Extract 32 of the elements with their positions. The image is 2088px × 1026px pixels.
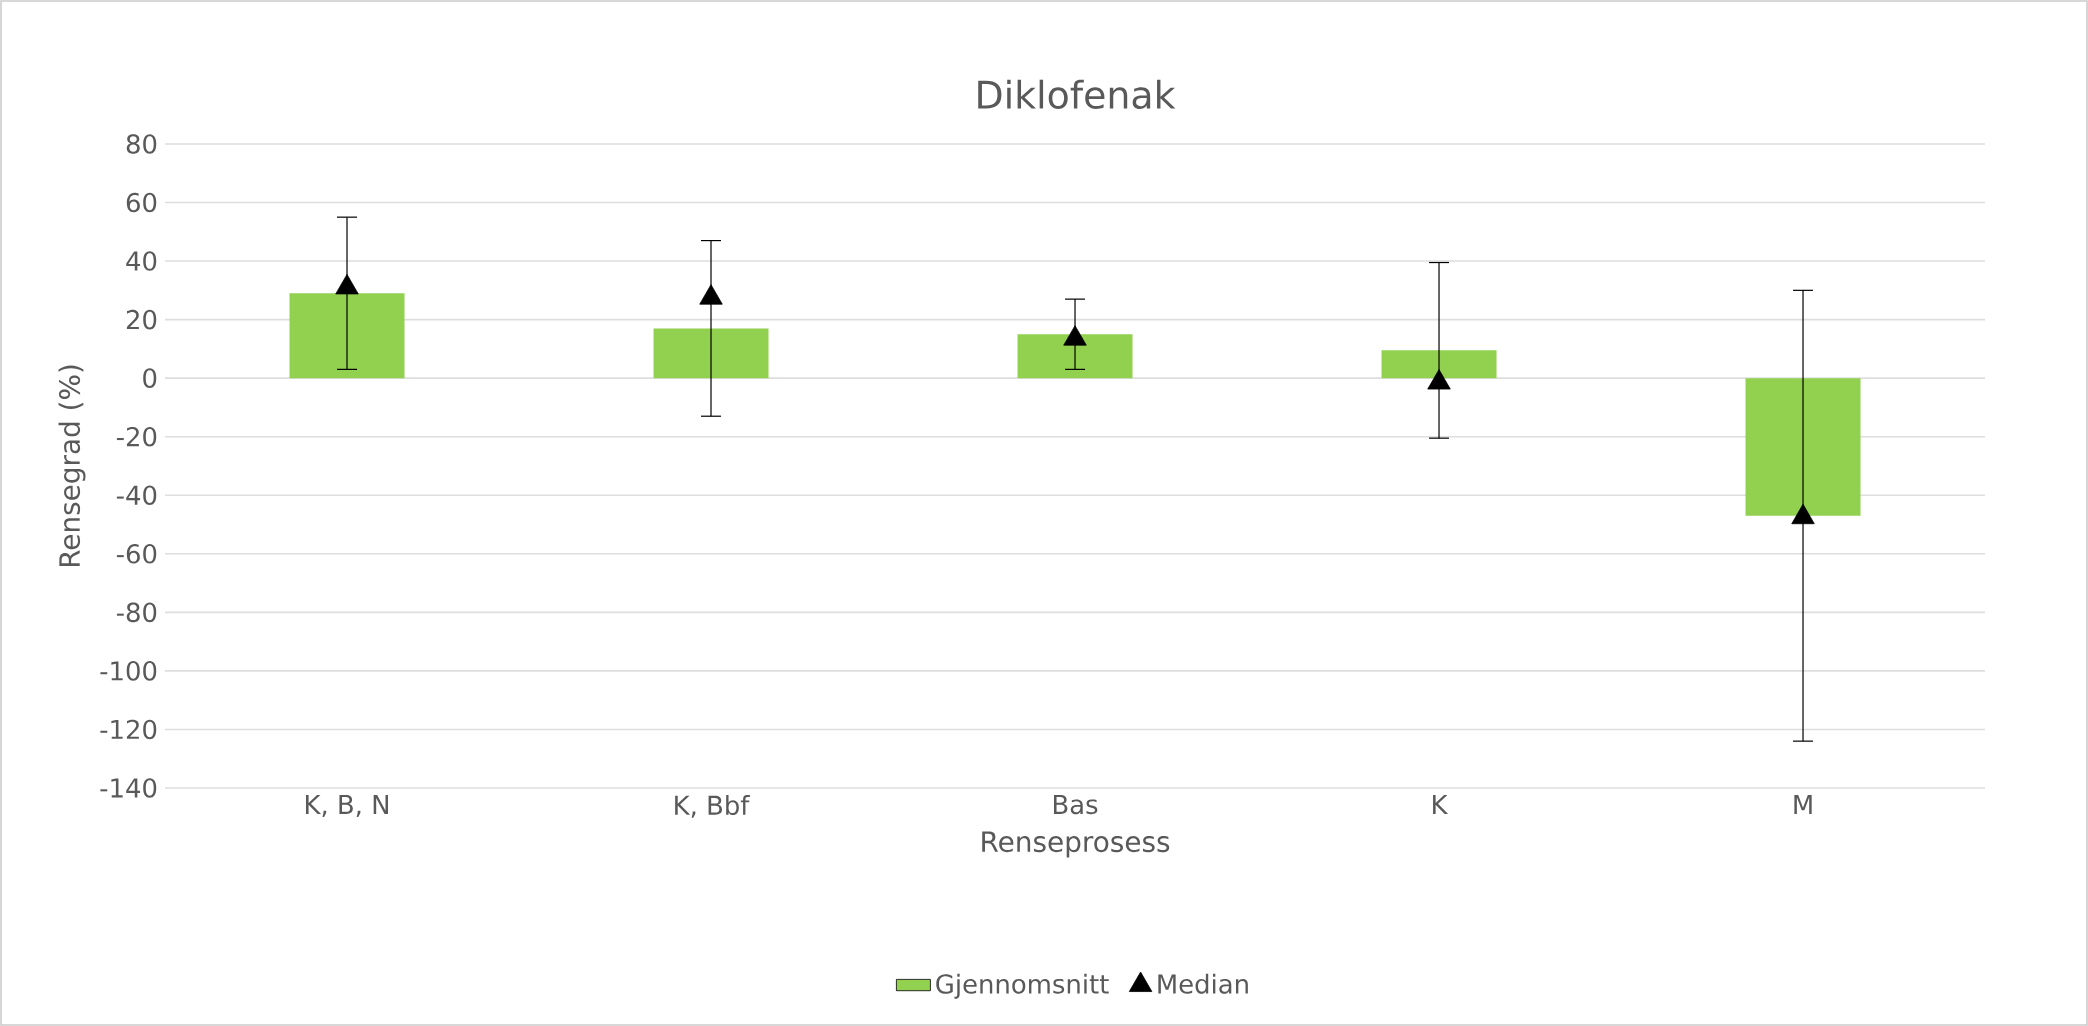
bar xyxy=(1745,378,1861,516)
y-tick-label: -120 xyxy=(100,719,157,740)
chart-title: Diklofenak xyxy=(978,79,1176,109)
legend-label: Median xyxy=(1158,973,1248,994)
point xyxy=(335,274,359,295)
y-tick-label: 0 xyxy=(143,368,157,388)
point xyxy=(1063,325,1087,346)
y-tick-label: 80 xyxy=(126,134,157,154)
y-tick-label: -40 xyxy=(116,485,157,506)
y-tick-label: 40 xyxy=(126,251,157,271)
y-tick-label: -20 xyxy=(116,426,157,447)
y-tick-label: 60 xyxy=(126,192,157,213)
x-axis-title: Renseprosess xyxy=(982,831,1170,858)
point xyxy=(1791,503,1815,525)
y-tick-label: 20 xyxy=(126,309,157,330)
y-tick-label: -140 xyxy=(100,778,157,798)
x-tick-label: K, Bbf xyxy=(675,795,750,818)
x-tick-label: M xyxy=(1794,795,1812,814)
y-tick-label: -100 xyxy=(100,661,157,681)
bar xyxy=(289,293,405,379)
y-axis-title: Rensegrad (%) xyxy=(58,365,86,567)
bar xyxy=(653,328,769,379)
point xyxy=(1427,369,1451,390)
bar xyxy=(1381,350,1497,379)
y-tick-label: -80 xyxy=(116,602,157,623)
point xyxy=(699,284,723,305)
y-tick-label: -60 xyxy=(116,544,157,564)
x-tick-label: K, B, N xyxy=(306,795,388,817)
legend-label: Gjennomsnitt xyxy=(936,973,1109,999)
x-tick-label: K xyxy=(1433,795,1449,814)
x-tick-label: Bas xyxy=(1053,795,1098,815)
bar xyxy=(1017,334,1133,379)
